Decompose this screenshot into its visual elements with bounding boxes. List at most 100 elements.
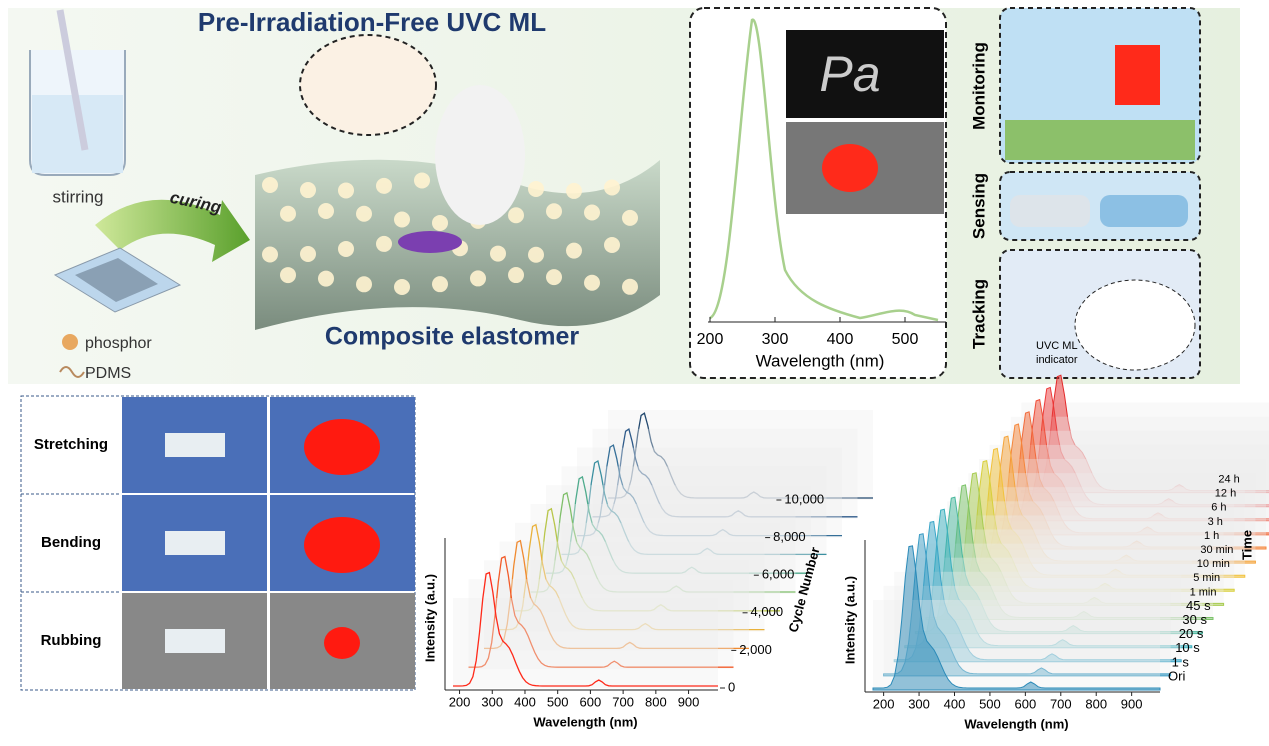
x-tick-label: 500 — [892, 331, 919, 348]
x-tick-label: 300 — [481, 694, 503, 709]
trace — [515, 507, 780, 612]
dot — [318, 203, 334, 220]
dot — [356, 205, 372, 222]
dot — [584, 204, 600, 221]
grass — [1005, 120, 1195, 160]
z-tick-label: 5 min — [1193, 572, 1220, 584]
z-tick-label: 4,000 — [751, 604, 784, 619]
dot — [604, 237, 620, 254]
zoom — [299, 34, 437, 136]
sample — [165, 531, 225, 555]
trace — [872, 545, 1161, 691]
dot — [584, 274, 600, 291]
z-tick-label: 1 s — [1172, 654, 1190, 669]
app-label: Monitoring — [969, 42, 988, 130]
sample — [165, 629, 225, 653]
dot — [432, 276, 448, 293]
x-tick-label: 200 — [697, 331, 724, 348]
x-label: Wavelength (nm) — [756, 351, 885, 370]
trace — [484, 539, 749, 650]
cycle-chart: 200 300 400 500 600 700 800 900 Wavelength (nm) I… — [422, 410, 873, 729]
z-tick-label: 20 s — [1179, 626, 1204, 641]
title: Pre-Irradiation-Free UVC ML — [198, 7, 546, 37]
z-tick-label: 8,000 — [773, 529, 806, 544]
dot — [394, 211, 410, 228]
trace — [561, 459, 827, 556]
crowd — [1074, 279, 1196, 371]
x-tick-label: 300 — [908, 696, 930, 711]
z-tick-label: 6,000 — [762, 567, 795, 582]
dot — [508, 207, 524, 224]
z-tick-label: 0 — [728, 679, 735, 694]
dot — [528, 180, 544, 197]
x-tick-label: 900 — [1121, 696, 1143, 711]
x-tick-label: 500 — [547, 694, 569, 709]
z-tick-label: 6 h — [1211, 502, 1226, 514]
x-tick-label: 400 — [827, 331, 854, 348]
dot — [414, 172, 430, 189]
z-tick-label: 10 min — [1197, 558, 1230, 570]
x-tick-label: 700 — [612, 694, 634, 709]
dot — [356, 276, 372, 293]
z-tick-label: 10,000 — [784, 491, 824, 506]
x-tick-label: 800 — [1085, 696, 1107, 711]
dot — [338, 182, 354, 199]
car — [1010, 195, 1090, 227]
contact — [398, 231, 462, 253]
dot — [490, 245, 506, 262]
x-tick-label: 800 — [645, 694, 667, 709]
z-tick-label: 12 h — [1215, 488, 1236, 500]
z-tick-label: 24 h — [1218, 474, 1239, 486]
emission — [1115, 45, 1160, 105]
trace — [1010, 386, 1269, 508]
dot — [566, 242, 582, 259]
dot — [280, 267, 296, 284]
trace — [453, 571, 718, 687]
legend: phosphor — [85, 335, 152, 352]
dot — [604, 179, 620, 196]
z-tick-label: 1 h — [1204, 530, 1219, 542]
app-label: Tracking — [969, 279, 988, 349]
dot — [546, 269, 562, 286]
time-chart: 200 300 400 500 600 700 800 900 Wavelength (nm) I… — [842, 374, 1269, 731]
arrow — [95, 199, 250, 262]
spectrum-curve — [709, 18, 939, 322]
x-tick-label: 500 — [979, 696, 1001, 711]
x-tick-label: 300 — [762, 331, 789, 348]
x-tick-label: 900 — [678, 694, 700, 709]
dot — [470, 270, 486, 287]
photo-glow: Pa — [819, 46, 880, 102]
dot — [262, 177, 278, 193]
z-tick-label: Ori — [1168, 668, 1185, 683]
dot — [280, 205, 296, 222]
z-tick-label: 2,000 — [739, 642, 772, 657]
dot — [300, 182, 316, 199]
dot — [546, 203, 562, 220]
dot — [300, 246, 316, 263]
dot — [566, 182, 582, 199]
subtitle: Composite elastomer — [325, 323, 580, 351]
trace — [608, 412, 873, 499]
emission — [822, 144, 878, 192]
trace — [592, 428, 858, 518]
x-tick-label: 400 — [944, 696, 966, 711]
dot — [376, 235, 392, 252]
z-label: Time — [1239, 530, 1254, 560]
x-label: Wavelength (nm) — [964, 716, 1068, 731]
trace — [468, 555, 734, 668]
trace — [1020, 374, 1269, 494]
y-label: Intensity (a.u.) — [842, 576, 857, 664]
indicator: indicator — [1036, 354, 1078, 366]
trace — [546, 475, 811, 574]
mode-label: Rubbing — [41, 632, 102, 649]
x-tick-label: 700 — [1050, 696, 1072, 711]
z-tick-label: 10 s — [1175, 640, 1200, 655]
x-tick-label: 600 — [1015, 696, 1037, 711]
x-tick-label: 200 — [873, 696, 895, 711]
trace — [499, 523, 765, 631]
modes-panel: Stretching Bending Rubbing — [20, 395, 416, 691]
z-tick-label: 45 s — [1186, 598, 1211, 613]
emission — [304, 517, 380, 573]
x-tick-label: 200 — [449, 694, 471, 709]
dot — [394, 278, 410, 295]
